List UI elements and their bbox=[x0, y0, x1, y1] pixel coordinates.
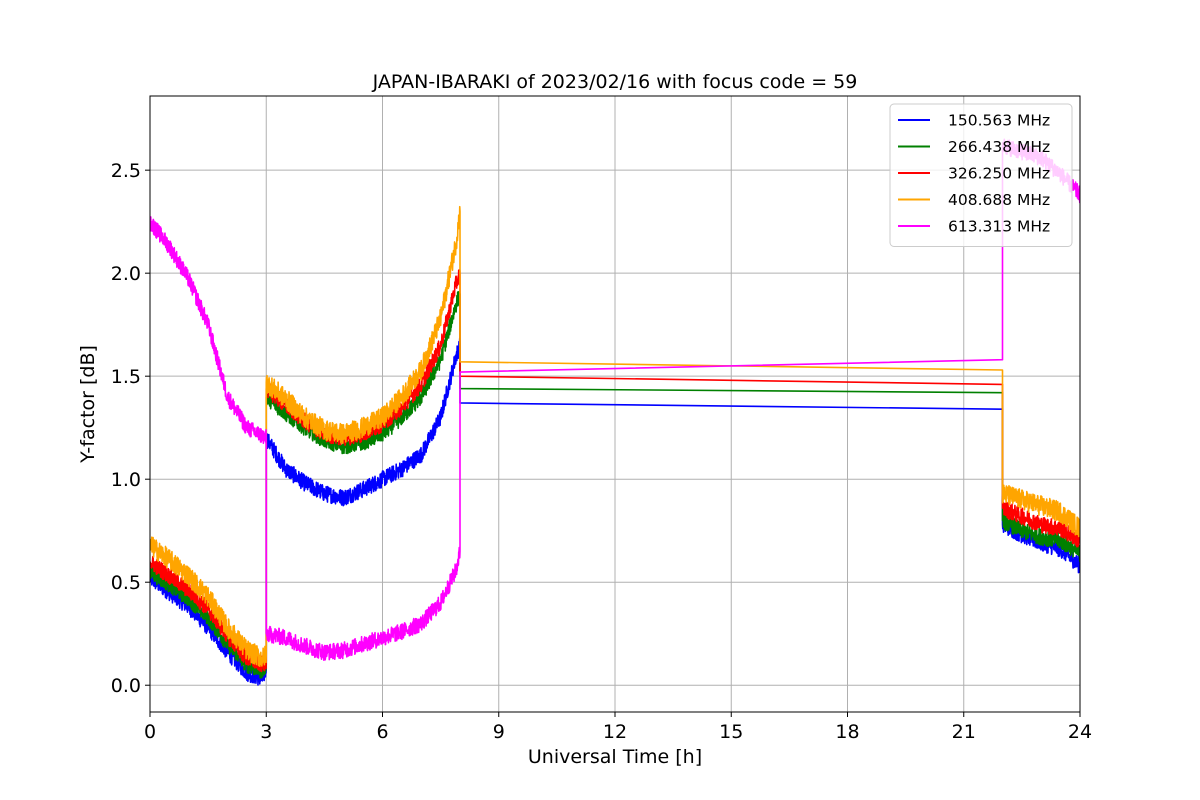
legend-entry: 408.688 MHz bbox=[948, 191, 1050, 209]
x-tick-label: 9 bbox=[493, 721, 505, 743]
chart-title: JAPAN-IBARAKI of 2023/02/16 with focus c… bbox=[372, 71, 858, 93]
legend-box bbox=[889, 103, 1073, 247]
x-tick-label: 6 bbox=[376, 721, 388, 743]
legend-entry: 266.438 MHz bbox=[948, 138, 1050, 156]
y-tick-label: 0.5 bbox=[111, 572, 141, 594]
x-tick-label: 12 bbox=[603, 721, 627, 743]
legend-entry: 150.563 MHz bbox=[948, 112, 1050, 130]
legend-entry: 613.313 MHz bbox=[948, 218, 1050, 236]
y-tick-label: 0.0 bbox=[111, 675, 141, 697]
legend-entry: 326.250 MHz bbox=[948, 165, 1050, 183]
y-axis: 0.0 0.5 1.0 1.5 2.0 2.5 bbox=[111, 160, 150, 697]
x-tick-label: 18 bbox=[835, 721, 859, 743]
y-tick-label: 2.0 bbox=[111, 263, 141, 285]
y-tick-label: 1.5 bbox=[111, 366, 141, 388]
x-tick-label: 21 bbox=[952, 721, 976, 743]
legend: 150.563 MHz 266.438 MHz 326.250 MHz 408.688… bbox=[889, 103, 1073, 247]
y-axis-label: Y-factor [dB] bbox=[77, 345, 99, 464]
x-tick-label: 0 bbox=[144, 721, 156, 743]
x-tick-label: 3 bbox=[260, 721, 272, 743]
y-tick-label: 1.0 bbox=[111, 469, 141, 491]
x-tick-label: 15 bbox=[719, 721, 743, 743]
x-axis: 0 3 6 9 12 15 18 21 24 bbox=[144, 712, 1092, 743]
x-tick-label: 24 bbox=[1068, 721, 1092, 743]
x-axis-label: Universal Time [h] bbox=[528, 746, 702, 768]
y-tick-label: 2.5 bbox=[111, 160, 141, 182]
series-line bbox=[150, 205, 1080, 668]
